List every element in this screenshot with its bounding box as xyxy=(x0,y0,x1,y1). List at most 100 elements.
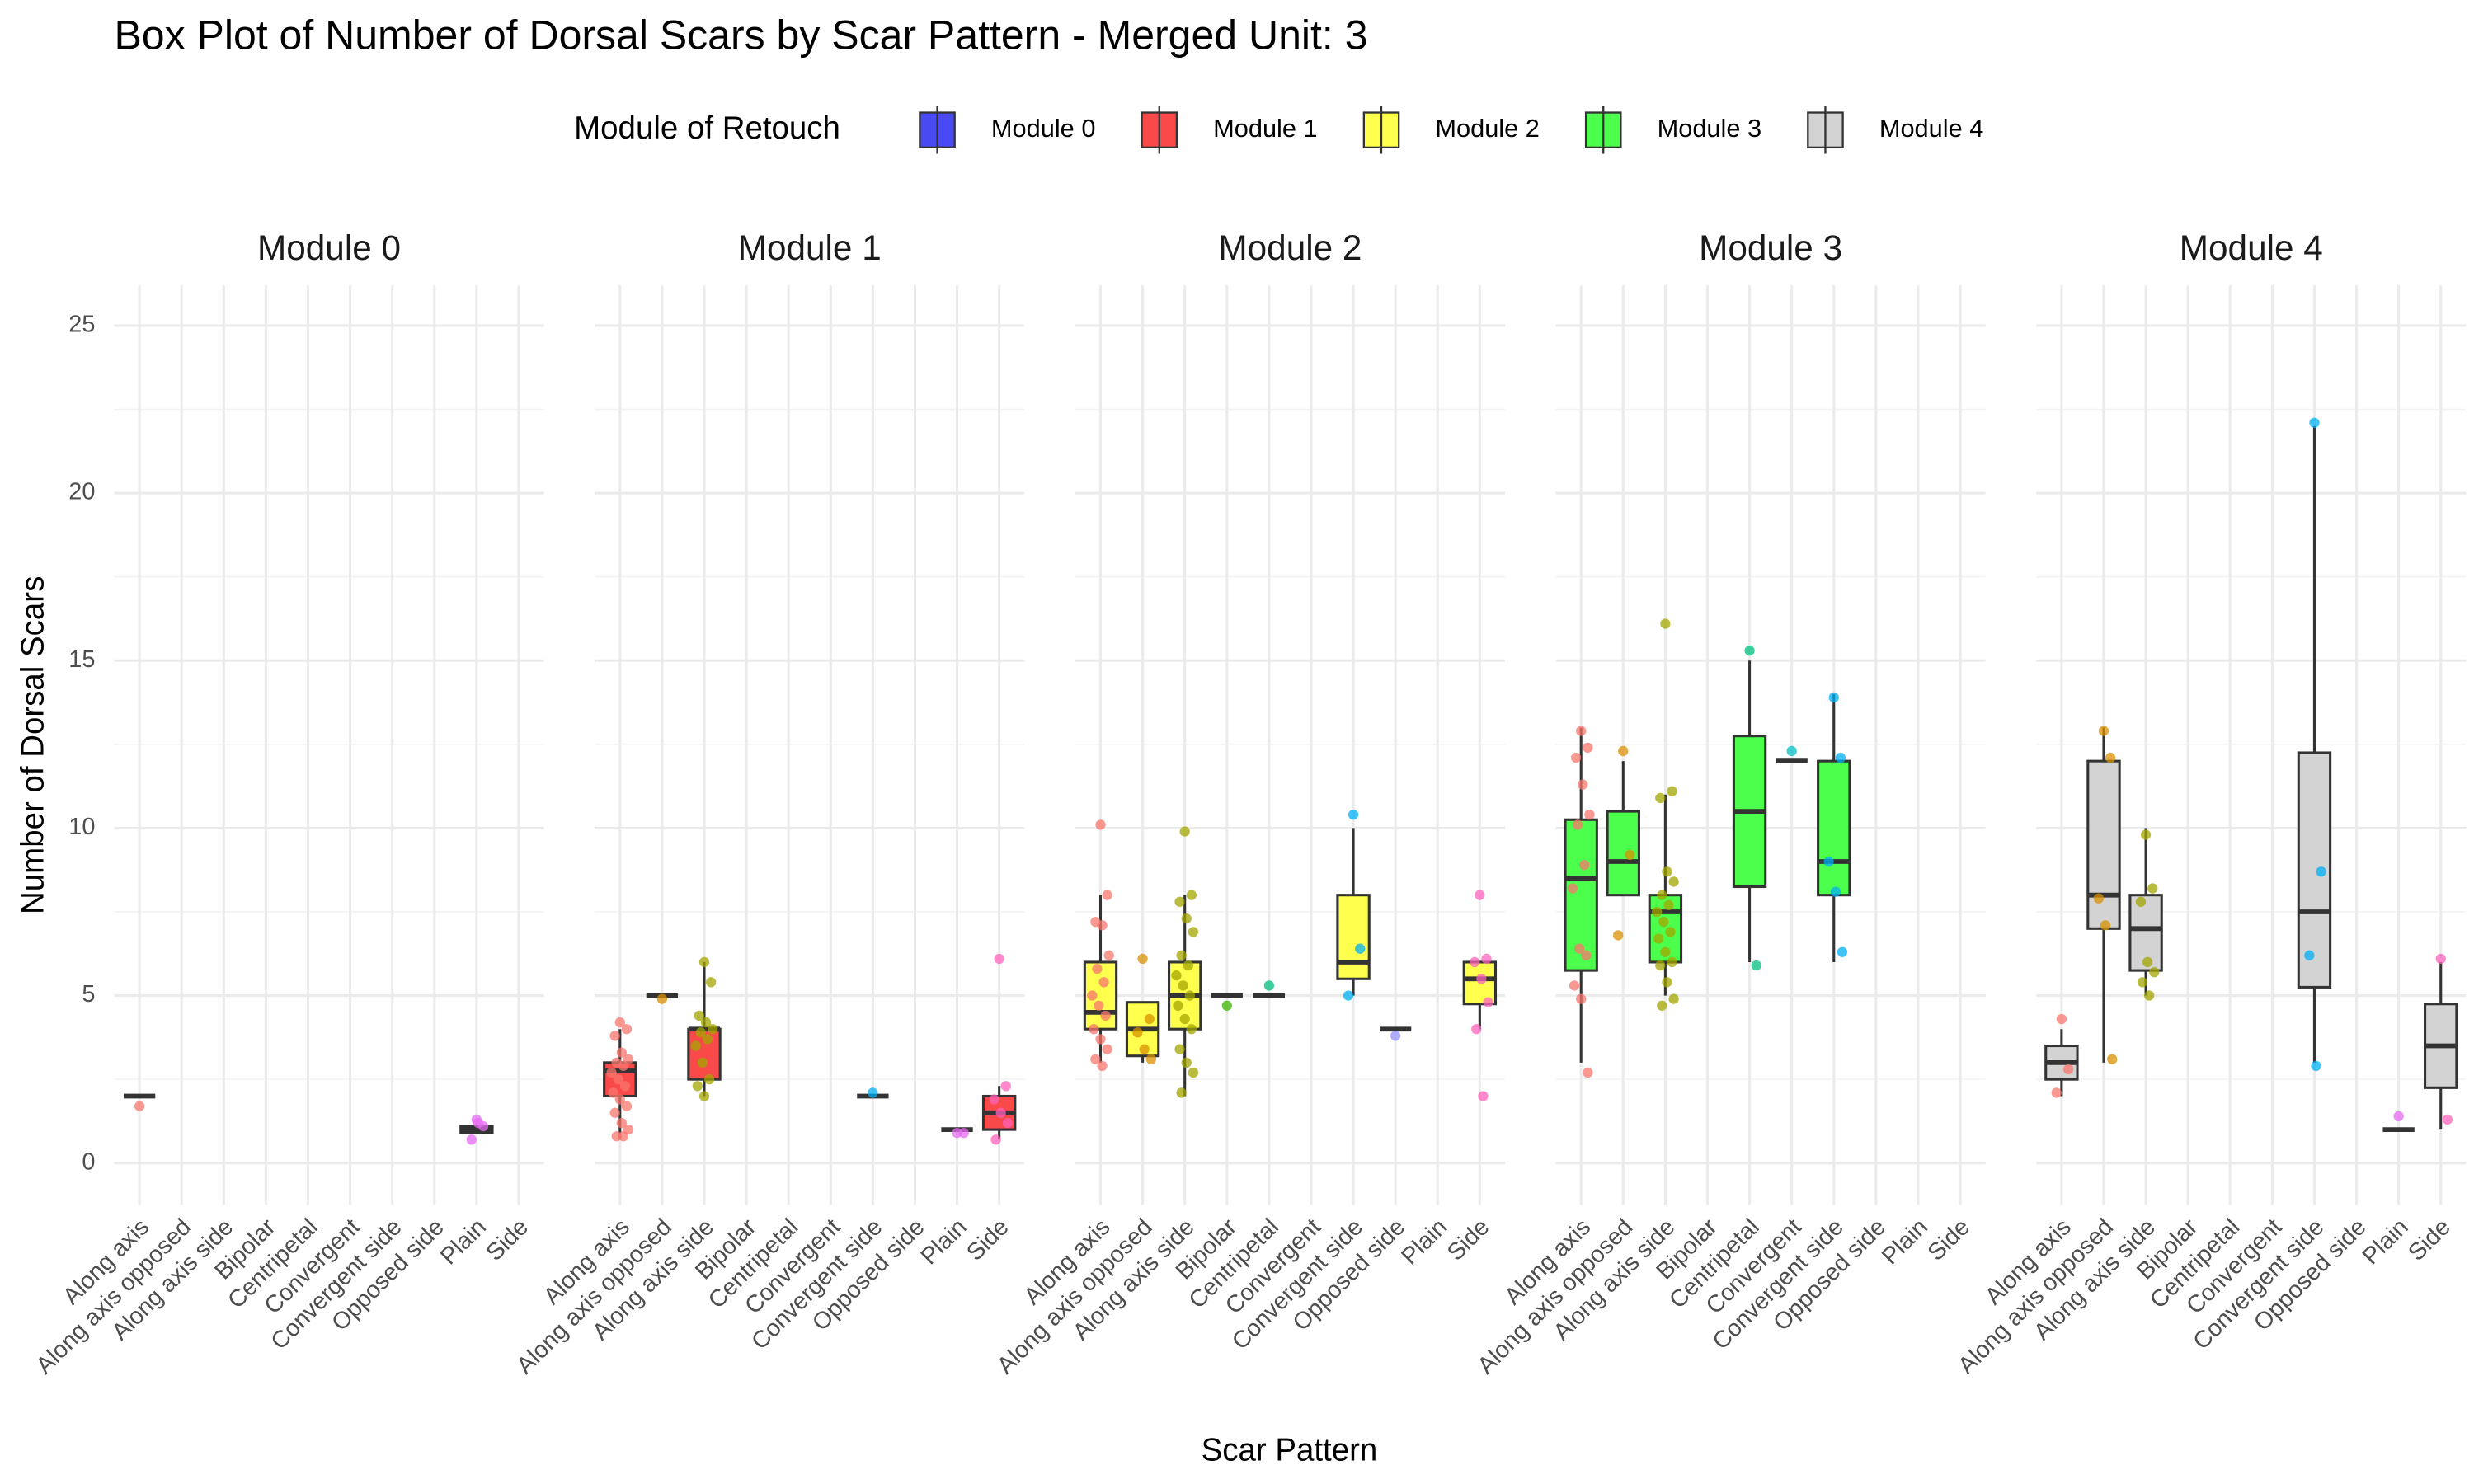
point xyxy=(703,1074,715,1085)
point xyxy=(1102,1044,1112,1054)
point xyxy=(1744,645,1755,656)
point xyxy=(1188,927,1199,937)
point xyxy=(1145,1054,1156,1064)
point xyxy=(2062,1064,2074,1075)
point xyxy=(1570,752,1582,763)
point xyxy=(1174,896,1185,907)
point xyxy=(134,1101,145,1111)
point xyxy=(1655,960,1666,971)
point xyxy=(621,1101,633,1111)
point xyxy=(1837,946,1848,957)
point xyxy=(1139,1044,1150,1054)
point xyxy=(1655,792,1666,803)
point xyxy=(473,1117,484,1129)
point xyxy=(1835,752,1846,763)
point xyxy=(1137,953,1148,965)
point xyxy=(2105,752,2116,763)
point xyxy=(1618,745,1629,757)
y-tick-label: 0 xyxy=(82,1148,95,1175)
point xyxy=(700,1017,712,1028)
point xyxy=(1390,1031,1401,1041)
point xyxy=(702,1034,713,1045)
point xyxy=(706,977,717,988)
point xyxy=(2149,966,2160,978)
point xyxy=(1179,1013,1190,1025)
point xyxy=(1186,890,1197,900)
point xyxy=(1667,956,1677,968)
point xyxy=(1263,980,1275,991)
point xyxy=(2056,1013,2067,1025)
point xyxy=(698,1091,710,1101)
point xyxy=(1668,993,1679,1004)
point xyxy=(1089,1024,1099,1035)
point xyxy=(2107,1054,2118,1064)
point xyxy=(1343,990,1354,1001)
point xyxy=(1103,950,1114,960)
box xyxy=(1336,894,1371,980)
point xyxy=(1178,980,1188,991)
point xyxy=(1102,890,1112,900)
point xyxy=(2137,977,2148,988)
point xyxy=(1181,913,1192,924)
point xyxy=(1573,943,1585,954)
point xyxy=(1662,866,1672,877)
y-tick-label: 25 xyxy=(68,312,95,338)
point xyxy=(1657,890,1667,900)
point xyxy=(1476,974,1487,984)
point xyxy=(1000,1081,1011,1092)
point xyxy=(1660,618,1671,629)
point xyxy=(619,1081,631,1092)
point xyxy=(1221,1000,1232,1011)
point xyxy=(616,1117,628,1129)
point xyxy=(1830,886,1841,897)
point xyxy=(695,1027,707,1038)
point xyxy=(868,1087,878,1098)
facet-title: Module 2 xyxy=(1218,228,1362,267)
point xyxy=(1578,779,1588,790)
point xyxy=(1576,993,1587,1004)
y-tick-label: 5 xyxy=(82,981,95,1007)
point xyxy=(1581,950,1592,960)
point xyxy=(1173,1000,1183,1011)
point xyxy=(656,993,668,1004)
point xyxy=(1751,960,1761,971)
point xyxy=(1188,1067,1199,1078)
point xyxy=(958,1128,969,1139)
point xyxy=(1171,970,1182,981)
y-tick-label: 15 xyxy=(68,646,95,673)
point xyxy=(1567,883,1578,894)
point xyxy=(606,1067,617,1078)
point xyxy=(609,1107,620,1118)
point xyxy=(1828,692,1839,703)
point xyxy=(2051,1087,2062,1098)
point xyxy=(1652,906,1663,918)
point xyxy=(690,1040,701,1051)
point xyxy=(1786,745,1797,757)
point xyxy=(2098,726,2109,736)
point xyxy=(1658,917,1669,928)
point xyxy=(2135,896,2147,907)
point xyxy=(614,1094,625,1105)
box xyxy=(1817,759,1851,897)
point xyxy=(2316,866,2326,877)
point xyxy=(1181,1057,1192,1068)
point xyxy=(1583,742,1593,754)
point xyxy=(613,1074,623,1085)
point xyxy=(2093,893,2105,904)
point xyxy=(1097,1060,1108,1072)
point xyxy=(1470,956,1480,968)
point xyxy=(1663,899,1674,911)
point xyxy=(1090,1054,1101,1064)
point xyxy=(1584,810,1595,820)
point xyxy=(1144,1013,1155,1025)
point xyxy=(1668,876,1679,887)
point xyxy=(1097,920,1108,931)
point xyxy=(1481,953,1492,965)
point xyxy=(994,953,1004,965)
point xyxy=(1095,819,1106,830)
point xyxy=(1483,997,1493,1007)
point xyxy=(1583,1067,1593,1078)
